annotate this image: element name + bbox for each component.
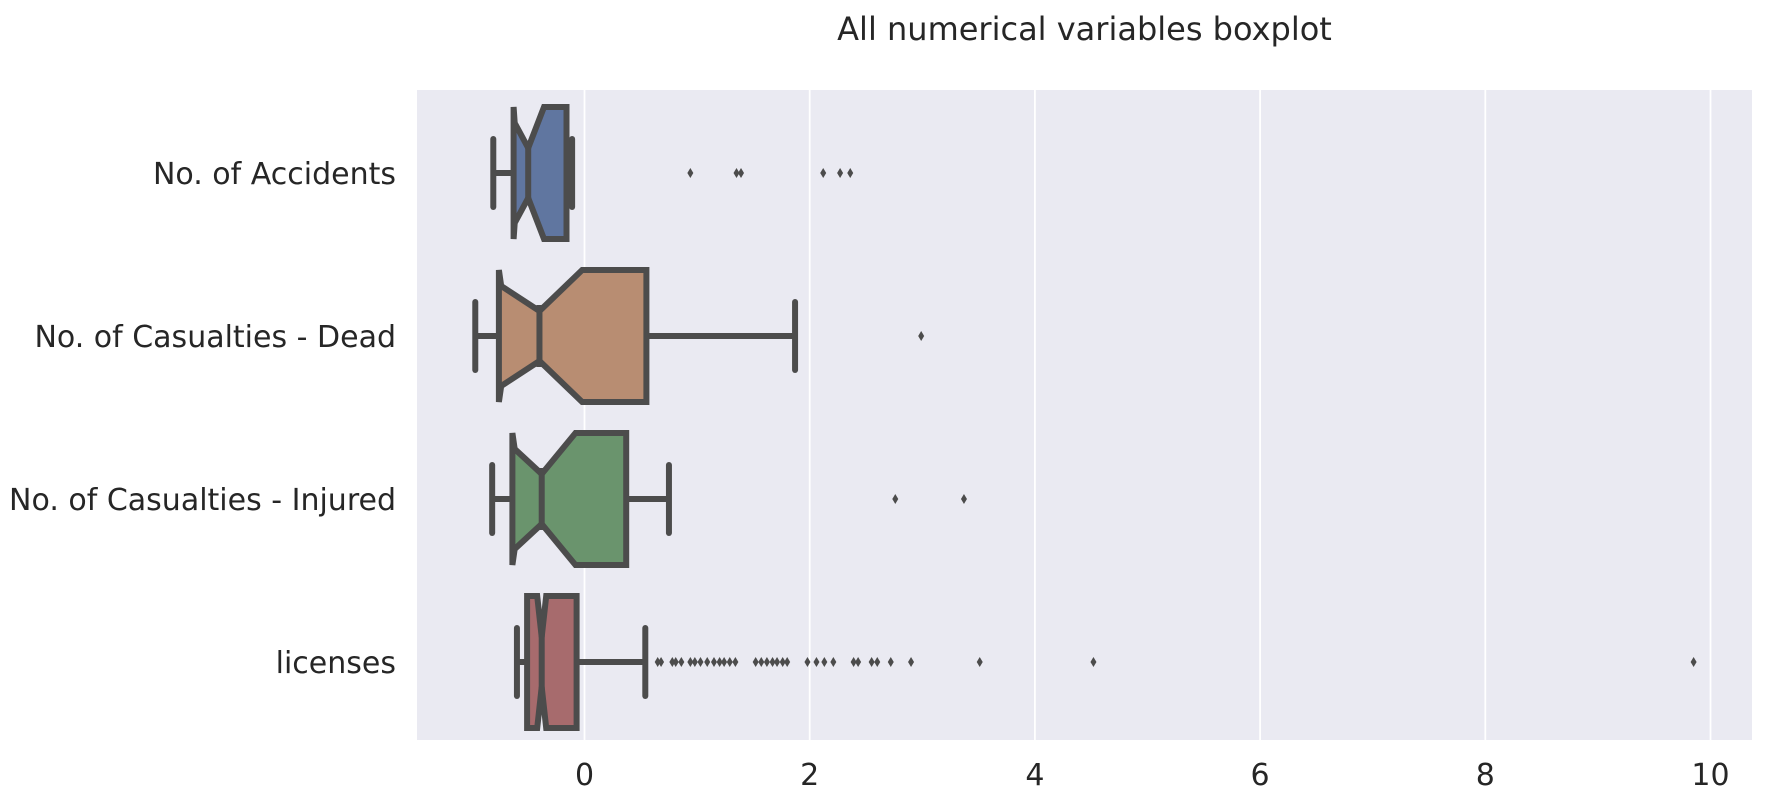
x-tick-label: 10	[1691, 758, 1729, 793]
outlier-point	[784, 657, 791, 667]
x-tick-label: 2	[800, 758, 819, 793]
outlier-point	[738, 168, 745, 178]
outlier-point	[687, 168, 694, 178]
outlier-point	[868, 657, 875, 667]
outlier-point	[716, 657, 723, 667]
x-tick-label: 0	[575, 758, 594, 793]
box-body	[510, 104, 570, 242]
outlier-point	[976, 657, 983, 667]
outlier-point	[726, 657, 733, 667]
category-label: No. of Casualties - Dead	[34, 320, 396, 355]
boxes-layer	[472, 104, 1697, 731]
plot-area	[417, 90, 1752, 740]
category-labels: No. of Accidents No. of Casualties - Dead…	[9, 157, 396, 681]
outlier-point	[669, 657, 676, 667]
outlier-point	[850, 657, 857, 667]
outlier-point	[1090, 657, 1097, 667]
outlier-point	[1690, 657, 1697, 667]
x-tick-label: 6	[1251, 758, 1270, 793]
outlier-point	[769, 657, 776, 667]
category-label: No. of Casualties - Injured	[9, 483, 396, 518]
outlier-point	[721, 657, 728, 667]
outlier-point	[697, 657, 704, 667]
outlier-point	[837, 168, 844, 178]
x-tick-label: 4	[1025, 758, 1044, 793]
outlier-point	[821, 657, 828, 667]
chart-title: All numerical variables boxplot	[837, 10, 1332, 48]
category-label: licenses	[276, 646, 396, 681]
category-label: No. of Accidents	[153, 157, 396, 192]
x-tick-labels: 0 2 4 6 8 10	[575, 758, 1730, 793]
outlier-point	[874, 657, 881, 667]
box-group	[489, 430, 967, 568]
outlier-point	[672, 657, 679, 667]
outlier-point	[855, 657, 862, 667]
box-body	[495, 267, 650, 405]
box-body	[524, 593, 580, 731]
outlier-point	[774, 657, 781, 667]
outlier-point	[763, 657, 770, 667]
box-group	[490, 104, 854, 242]
outlier-point	[691, 657, 698, 667]
x-tick-label: 8	[1476, 758, 1495, 793]
outlier-point	[710, 657, 717, 667]
outlier-point	[887, 657, 894, 667]
outlier-point	[892, 494, 899, 504]
outlier-point	[704, 657, 711, 667]
grid-lines	[583, 90, 1712, 740]
outlier-point	[732, 657, 739, 667]
outlier-point	[752, 657, 759, 667]
outlier-point	[813, 657, 820, 667]
outlier-point	[830, 657, 837, 667]
outlier-point	[847, 168, 854, 178]
outlier-point	[687, 657, 694, 667]
box-body	[509, 430, 630, 568]
outlier-point	[733, 168, 740, 178]
outlier-point	[654, 657, 661, 667]
outlier-point	[804, 657, 811, 667]
box-group	[513, 593, 1697, 731]
outlier-point	[678, 657, 685, 667]
box-group	[472, 267, 925, 405]
outlier-point	[918, 331, 925, 341]
outlier-point	[820, 168, 827, 178]
outlier-point	[658, 657, 665, 667]
outlier-point	[960, 494, 967, 504]
outlier-point	[908, 657, 915, 667]
outlier-point	[758, 657, 765, 667]
outlier-point	[779, 657, 786, 667]
